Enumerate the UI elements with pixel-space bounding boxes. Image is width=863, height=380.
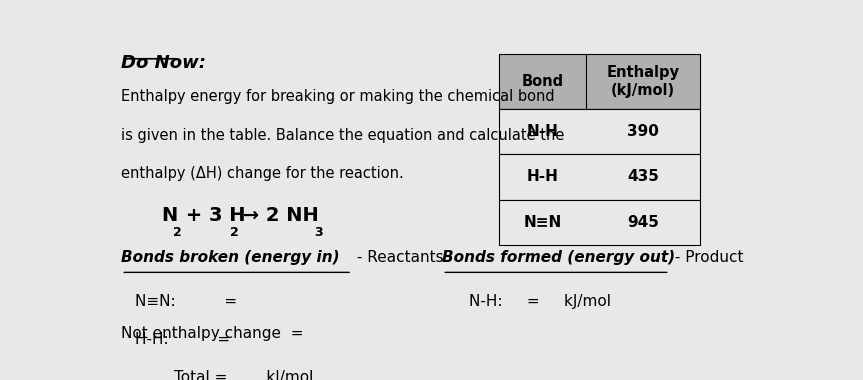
Text: Do Now:: Do Now: xyxy=(121,54,206,72)
Text: Bond: Bond xyxy=(521,74,564,89)
Text: 945: 945 xyxy=(627,215,658,230)
Text: 390: 390 xyxy=(627,124,658,139)
Text: N≡N:          =: N≡N: = xyxy=(135,294,236,309)
Text: - Product: - Product xyxy=(670,250,743,265)
FancyBboxPatch shape xyxy=(499,109,700,154)
Text: 435: 435 xyxy=(627,169,658,184)
Text: enthalpy (ΔH) change for the reaction.: enthalpy (ΔH) change for the reaction. xyxy=(121,166,404,180)
Text: 2: 2 xyxy=(230,226,239,239)
FancyBboxPatch shape xyxy=(499,200,700,245)
Text: - Reactants: - Reactants xyxy=(352,250,444,265)
Text: → 2 NH: → 2 NH xyxy=(236,206,319,225)
Text: N-H:     =     kJ/mol: N-H: = kJ/mol xyxy=(469,294,611,309)
Text: Enthalpy
(kJ/mol): Enthalpy (kJ/mol) xyxy=(607,65,679,98)
Text: N-H: N-H xyxy=(526,124,558,139)
FancyBboxPatch shape xyxy=(499,54,700,109)
Text: Total =        kJ/mol: Total = kJ/mol xyxy=(135,370,313,380)
Text: 3: 3 xyxy=(314,226,323,239)
Text: H-H:          =: H-H: = xyxy=(135,332,230,347)
Text: Not enthalpy change  =: Not enthalpy change = xyxy=(121,326,304,342)
Text: H-H: H-H xyxy=(526,169,558,184)
Text: N≡N: N≡N xyxy=(524,215,562,230)
Text: 2: 2 xyxy=(173,226,181,239)
Text: is given in the table. Balance the equation and calculate the: is given in the table. Balance the equat… xyxy=(121,128,564,142)
Text: Bonds formed (energy out): Bonds formed (energy out) xyxy=(442,250,676,265)
Text: Enthalpy energy for breaking or making the chemical bond: Enthalpy energy for breaking or making t… xyxy=(121,90,555,104)
Text: + 3 H: + 3 H xyxy=(180,206,246,225)
Text: N: N xyxy=(161,206,178,225)
Text: Bonds broken (energy in): Bonds broken (energy in) xyxy=(121,250,340,265)
FancyBboxPatch shape xyxy=(499,154,700,200)
